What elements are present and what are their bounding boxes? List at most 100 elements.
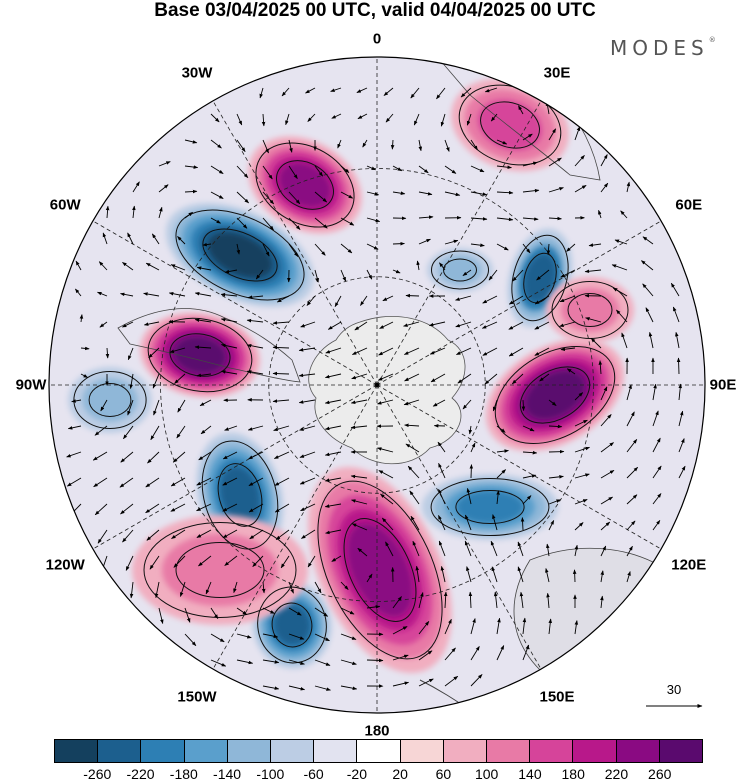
wind-vector-arrow-icon	[129, 373, 134, 389]
wind-vector-arrow-icon	[100, 399, 108, 412]
wind-vector-arrow-icon	[626, 467, 638, 479]
wind-vector-arrow-icon	[418, 165, 429, 174]
wind-vector-arrow-icon	[508, 347, 524, 357]
wind-vector-arrow-icon	[298, 347, 316, 352]
wind-vector-arrow-icon	[678, 465, 686, 479]
wind-vector-arrow-icon	[196, 373, 212, 378]
colorbar-swatch	[659, 740, 703, 762]
wind-vector-arrow-icon	[522, 133, 533, 141]
wind-vector-arrow-icon	[272, 321, 290, 325]
wind-vector-arrow-icon	[236, 633, 252, 639]
wind-vector-arrow-icon	[327, 321, 342, 330]
colorbar-swatch	[184, 740, 228, 762]
longitude-label: 60E	[675, 196, 703, 214]
wind-vector-arrow-icon	[600, 570, 604, 583]
wind-vector-arrow-icon	[366, 573, 373, 583]
wind-vector-arrow-icon	[484, 373, 498, 385]
wind-vector-arrow-icon	[75, 288, 82, 297]
wind-vector-arrow-icon	[220, 317, 238, 323]
wind-vector-arrow-icon	[588, 243, 602, 247]
wind-vector-arrow-icon	[470, 645, 480, 661]
wind-vector-arrow-icon	[149, 555, 160, 570]
wind-vector-arrow-icon	[381, 517, 394, 531]
wind-vector-arrow-icon	[299, 425, 316, 431]
wind-vector-arrow-icon	[158, 161, 171, 167]
wind-vector-arrow-icon	[670, 282, 680, 297]
wind-vector-arrow-icon	[261, 113, 266, 127]
wind-vector-arrow-icon	[272, 399, 290, 403]
wind-vector-arrow-icon	[438, 514, 446, 531]
wind-vector-arrow-icon	[340, 243, 353, 254]
wind-vector-arrow-icon	[626, 439, 638, 453]
wind-vector-arrow-icon	[222, 477, 238, 486]
wind-vector-arrow-icon	[122, 529, 134, 543]
wind-vector-arrow-icon	[518, 105, 524, 115]
wind-vector-arrow-icon	[210, 633, 225, 643]
wind-vector-arrow-icon	[340, 217, 355, 226]
colorbar-tick-label: 140	[518, 766, 542, 782]
wind-vector-arrow-icon	[236, 165, 249, 179]
wind-vector-arrow-icon	[153, 399, 160, 416]
wind-vector-arrow-icon	[340, 191, 354, 199]
wind-vector-arrow-icon	[233, 581, 238, 594]
wind-vector-arrow-icon	[366, 658, 384, 663]
wind-vector-arrow-icon	[600, 386, 608, 401]
wind-vector-arrow-icon	[127, 232, 134, 245]
wind-vector-arrow-icon	[366, 217, 381, 223]
wind-vector-arrow-icon	[97, 291, 108, 297]
wind-vector-arrow-icon	[548, 216, 562, 221]
wind-vector-arrow-icon	[508, 321, 524, 330]
wind-vector-arrow-icon	[598, 209, 602, 219]
longitude-label: 120E	[671, 556, 707, 574]
wind-vector-arrow-icon	[548, 424, 563, 429]
wind-vector-arrow-icon	[249, 529, 264, 540]
wind-vector-arrow-icon	[377, 373, 394, 381]
wind-vector-arrow-icon	[678, 410, 684, 427]
longitude-label: 90W	[15, 376, 47, 394]
wind-vector-arrow-icon	[199, 399, 212, 407]
wind-vector-arrow-icon	[383, 87, 394, 96]
wind-vector-arrow-icon	[66, 451, 82, 458]
wind-vector-arrow-icon	[314, 165, 323, 177]
wind-vector-arrow-icon	[340, 269, 347, 282]
wind-vector-arrow-icon	[122, 261, 134, 271]
anomaly-blobs	[68, 78, 634, 673]
longitude-label: 30E	[543, 64, 571, 82]
anomaly-blob	[561, 288, 619, 332]
wind-vector-arrow-icon	[298, 373, 316, 378]
wind-vector-arrow-icon	[102, 232, 108, 245]
wind-vector-arrow-icon	[438, 488, 446, 505]
colorbar-tick-label: -140	[213, 766, 242, 782]
wind-vector-arrow-icon	[390, 139, 395, 150]
wind-vector-arrow-icon	[675, 331, 680, 349]
colorbar-tick-label: 100	[474, 766, 499, 782]
wind-vector-arrow-icon	[97, 529, 108, 544]
wind-vector-arrow-icon	[377, 447, 394, 453]
wind-vector-arrow-icon	[196, 529, 212, 538]
wind-vector-arrow-icon	[94, 503, 108, 516]
colorbar-swatch	[141, 740, 185, 762]
wind-vector-arrow-icon	[224, 269, 238, 274]
wind-vector-arrow-icon	[548, 399, 557, 406]
wind-vector-arrow-icon	[444, 618, 452, 635]
longitude-label: 30W	[181, 64, 213, 82]
wind-vector-arrow-icon	[546, 592, 550, 609]
wind-vector-arrow-icon	[517, 566, 524, 583]
wind-vector-arrow-icon	[444, 675, 459, 687]
wind-vector-arrow-icon	[652, 493, 662, 505]
wind-vector-arrow-icon	[224, 555, 238, 566]
wind-vector-arrow-icon	[522, 161, 538, 167]
wind-vector-arrow-icon	[548, 128, 557, 141]
colorbar-swatch	[98, 740, 142, 762]
wind-vector-arrow-icon	[648, 331, 654, 349]
wind-vector-arrow-icon	[496, 165, 512, 170]
wind-vector-arrow-icon	[314, 607, 329, 617]
wind-vector-arrow-icon	[466, 566, 472, 583]
wind-vector-arrow-icon	[496, 190, 514, 195]
anomaly-blob	[207, 232, 273, 278]
wind-vector-arrow-icon	[418, 678, 434, 687]
wind-vector-arrow-icon	[548, 520, 555, 531]
wind-vector-arrow-icon	[350, 474, 368, 479]
wind-vector-arrow-icon	[127, 347, 134, 361]
wind-vector-arrow-icon	[171, 529, 186, 539]
